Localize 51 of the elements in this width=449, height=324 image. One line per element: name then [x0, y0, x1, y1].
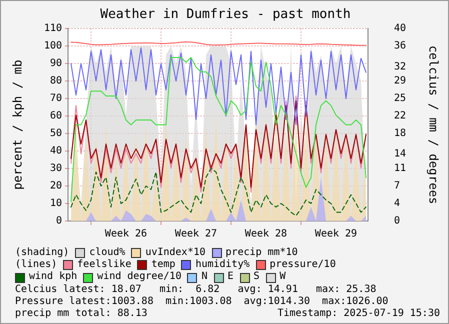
legend-label: S: [254, 271, 260, 284]
y2-tick-label: 40: [394, 23, 406, 34]
y2-tick-label: 0: [394, 216, 400, 227]
line-series: [70, 168, 366, 216]
text: Celcius latest: 18.07 min: 6.82 avg: 14.91 max: 25.38: [15, 284, 376, 296]
text: Pressure latest:1003.88 min:1003.08 avg:1014.30 max:1026.00: [15, 296, 388, 308]
y-tick-label: 110: [44, 23, 62, 34]
y-tick-label: 70: [50, 93, 62, 104]
y2-tick-label: 11: [394, 163, 406, 174]
y-tick-label: 50: [50, 128, 62, 140]
text: cloud%: [89, 247, 126, 259]
y2-tick-label: 14: [394, 148, 406, 160]
y-tick-label: 20: [50, 180, 62, 192]
y-tick-label: 0: [56, 216, 62, 227]
legend-label: precip mm*10: [226, 247, 298, 259]
legend-label: feelslike: [77, 259, 132, 271]
x-tick-label: Week 26: [104, 228, 148, 240]
legend-label: wind degree/10: [97, 271, 182, 284]
y2-tick-label: 25: [394, 93, 406, 104]
x-tick-label: Week 28: [244, 228, 288, 240]
y2-axis-title: celcius / mm / degrees: [426, 45, 441, 204]
legend-label: wind kph: [29, 271, 78, 284]
x-tick-label: Week 27: [174, 228, 218, 240]
y2-tick-label: 36: [394, 40, 406, 52]
text: Timestamp: 2025-07-19 15:30: [277, 308, 440, 320]
legend-label: E: [228, 271, 234, 284]
y-tick-label: 30: [50, 163, 62, 174]
y-tick-label: 10: [50, 198, 62, 210]
y2-tick-label: 4: [394, 198, 400, 210]
y-tick-label: 90: [50, 58, 62, 70]
legend-label: W: [280, 271, 286, 284]
y2-tick-label: 22: [394, 110, 406, 122]
y2-tick-label: 32: [394, 62, 406, 73]
legend-label: N: [201, 271, 208, 284]
x-tick-label: Week 29: [314, 228, 358, 240]
legend-label: uvIndex*10: [145, 247, 206, 259]
y2-tick-label: 18: [394, 128, 406, 140]
text: precip mm total: 88.13: [15, 308, 148, 320]
y-tick-label: 100: [44, 40, 62, 52]
y-tick-label: 80: [50, 76, 62, 87]
text: (shading): [15, 247, 70, 259]
y2-tick-label: 7: [394, 180, 400, 192]
legend-label: humidity%: [195, 259, 250, 272]
legend-label: pressure/10: [270, 259, 336, 272]
chart-title: Weather in Dumfries - past month: [100, 7, 351, 22]
y-tick-label: 60: [50, 110, 62, 122]
text: (lines): [15, 259, 58, 271]
legend-label: temp: [151, 259, 176, 271]
y-tick-label: 40: [50, 146, 62, 157]
y-axis-title: percent / kph / mb: [10, 60, 24, 190]
y2-tick-label: 29: [394, 76, 406, 87]
